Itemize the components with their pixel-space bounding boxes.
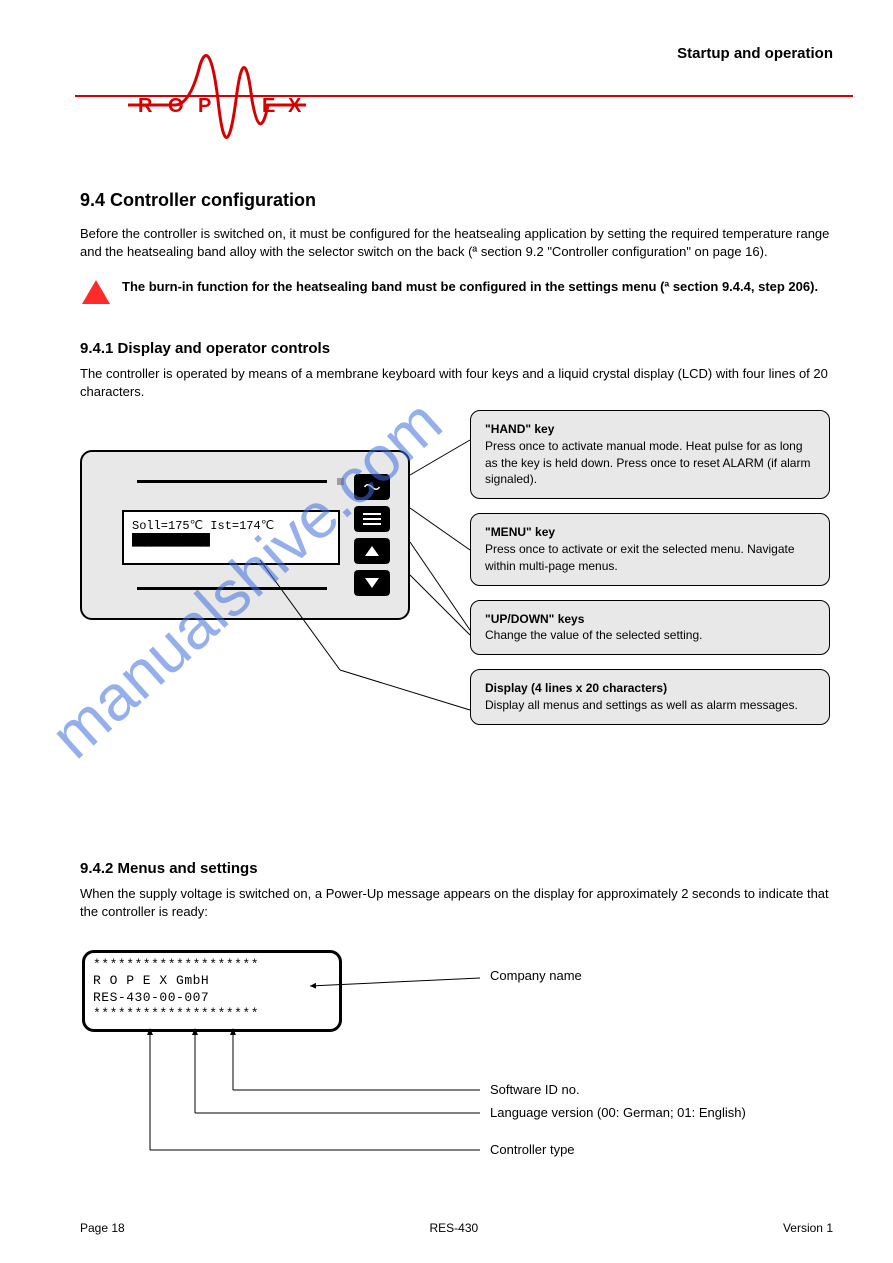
info-box-column: "HAND" key Press once to activate manual… [470, 410, 830, 725]
powerup-lcd: ******************** R O P E X GmbH RES-… [82, 950, 342, 1032]
footer-product: RES-430 [429, 1221, 478, 1235]
label-company-name: Company name [490, 968, 582, 983]
info-box-body: Press once to activate manual mode. Heat… [485, 438, 815, 488]
lcd2-line-3: RES-430-00-007 [93, 990, 331, 1006]
status-led-icon [337, 478, 344, 485]
info-box-body: Display all menus and settings as well a… [485, 697, 815, 714]
button-column [354, 474, 390, 596]
svg-text:E: E [262, 95, 275, 117]
svg-text:P: P [198, 95, 211, 117]
warning-text: The burn-in function for the heatsealing… [122, 278, 832, 296]
info-box-title: Display (4 lines x 20 characters) [485, 680, 815, 697]
hand-key-icon [354, 474, 390, 500]
label-software-id: Software ID no. [490, 1082, 580, 1097]
ropex-logo: R O P E X [120, 45, 310, 155]
subsection-2-title: 9.4.2 Menus and settings [80, 860, 258, 877]
info-box-title: "HAND" key [485, 421, 815, 438]
menu-key-icon [354, 506, 390, 532]
footer-version: Version 1 [783, 1221, 833, 1235]
lcd-line-1: Soll=175℃ Ist=174℃ [132, 518, 330, 533]
info-box-title: "MENU" key [485, 524, 815, 541]
label-language-version: Language version (00: German; 01: Englis… [490, 1105, 810, 1120]
info-box-hand: "HAND" key Press once to activate manual… [470, 410, 830, 499]
info-box-body: Change the value of the selected setting… [485, 627, 815, 644]
subsection-1-paragraph: The controller is operated by means of a… [80, 365, 840, 400]
down-key-icon [354, 570, 390, 596]
svg-text:O: O [168, 95, 184, 117]
info-box-display: Display (4 lines x 20 characters) Displa… [470, 669, 830, 725]
header-chapter-title: Startup and operation [677, 45, 833, 62]
lcd2-line-2: R O P E X GmbH [93, 973, 331, 989]
info-box-title: "UP/DOWN" keys [485, 611, 815, 628]
page-footer: Page 18 RES-430 Version 1 [80, 1221, 833, 1235]
up-key-icon [354, 538, 390, 564]
info-box-updown: "UP/DOWN" keys Change the value of the s… [470, 600, 830, 656]
svg-text:X: X [288, 95, 302, 117]
info-box-menu: "MENU" key Press once to activate or exi… [470, 513, 830, 585]
lcd-bar-graph: ████████████▌ [132, 533, 330, 547]
device-front-panel: Soll=175℃ Ist=174℃ ████████████▌ [80, 450, 410, 620]
panel-top-stripe [137, 480, 327, 483]
subsection-1-title: 9.4.1 Display and operator controls [80, 340, 330, 357]
footer-page: Page 18 [80, 1221, 125, 1235]
device-lcd: Soll=175℃ Ist=174℃ ████████████▌ [122, 510, 340, 565]
lcd2-line-1: ******************** [93, 957, 331, 973]
section-title: 9.4 Controller configuration [80, 190, 316, 211]
info-box-body: Press once to activate or exit the selec… [485, 541, 815, 575]
lcd2-line-4: ******************** [93, 1006, 331, 1022]
subsection-2-paragraph: When the supply voltage is switched on, … [80, 885, 840, 920]
warning-triangle-icon [82, 280, 110, 304]
svg-text:R: R [138, 95, 153, 117]
panel-bottom-stripe [137, 587, 327, 590]
label-controller-type: Controller type [490, 1142, 575, 1157]
section-paragraph: Before the controller is switched on, it… [80, 225, 840, 260]
